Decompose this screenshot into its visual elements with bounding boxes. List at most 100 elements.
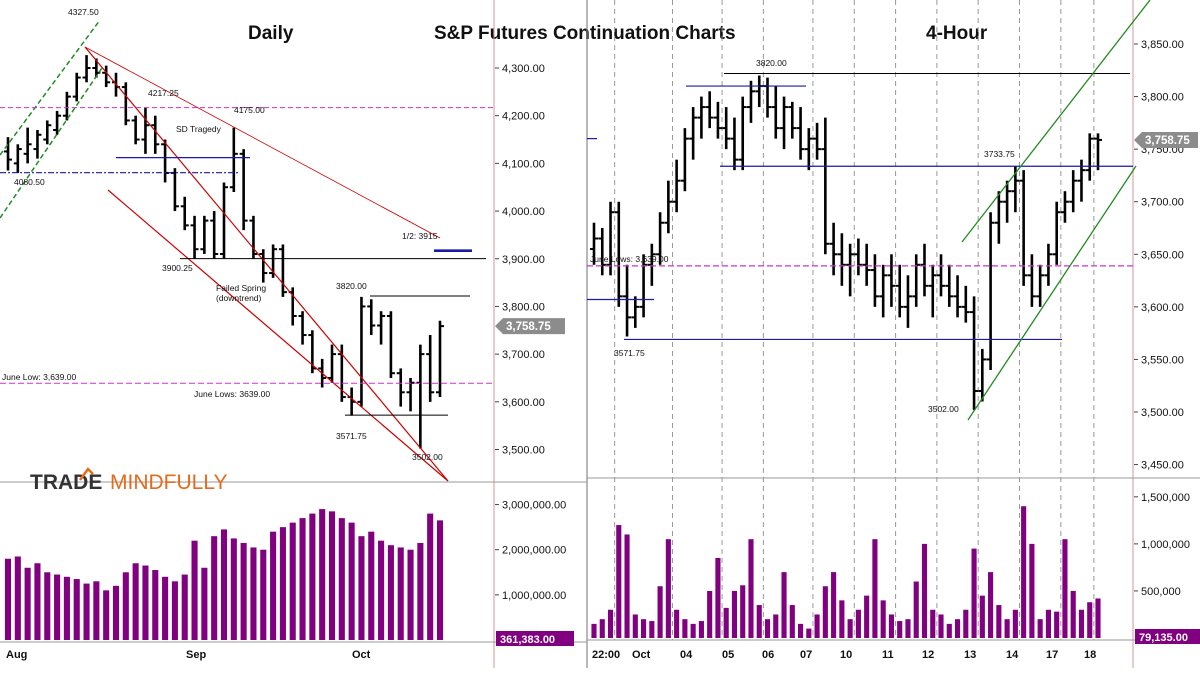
daily-ann-3820: 3820.00 — [336, 281, 367, 291]
h4-ohlc-bar — [829, 222, 838, 276]
h4-ohlc-bar — [887, 254, 896, 307]
daily-volume-bar — [24, 567, 31, 640]
daily-ann-june-lows: June Lows: 3639.00 — [194, 389, 270, 399]
daily-ohlc-bar — [102, 65, 111, 88]
daily-ohlc-bar — [92, 58, 101, 78]
h4-green-channel-upper — [961, 0, 1151, 243]
daily-volume-bar — [397, 547, 404, 640]
daily-ohlc-bar — [278, 244, 287, 297]
daily-volume-bar — [63, 576, 70, 640]
daily-ohlc-bar — [131, 115, 140, 145]
h4-y-tick-label: 3,700.00 — [1141, 197, 1184, 209]
h4-ohlc-bar — [664, 180, 673, 234]
daily-y-tick-label: 4,000.00 — [502, 206, 545, 218]
daily-ohlc-bar — [426, 335, 435, 402]
daily-ann-3502: 3502.00 — [412, 452, 443, 462]
h4-ohlc-bar — [846, 243, 855, 297]
daily-ohlc-bar — [23, 127, 32, 164]
daily-ohlc-bar — [288, 287, 297, 326]
daily-volume-last-label: 361,383.00 — [500, 634, 555, 646]
h4-volume-bar — [954, 619, 961, 638]
daily-ohlc-bar — [386, 311, 395, 378]
h4-x-date-label: 11 — [882, 649, 894, 661]
daily-ohlc-bar — [298, 311, 307, 345]
h4-x-date-label: 17 — [1046, 649, 1058, 661]
h4-ohlc-bar — [631, 296, 640, 328]
h4-ohlc-bar — [879, 264, 888, 318]
daily-volume-bar — [122, 572, 129, 640]
daily-y-tick-label: 3,500.00 — [502, 445, 545, 457]
daily-ohlc-bar — [62, 91, 71, 121]
h4-volume-bar — [905, 619, 911, 638]
h4-ohlc-bar — [656, 212, 665, 265]
h4-ohlc-bar — [945, 264, 954, 307]
h4-volume-bar — [938, 614, 944, 638]
daily-green-channel-lower — [0, 67, 103, 219]
h4-ohlc-bar — [746, 80, 755, 123]
daily-ohlc-bar — [436, 320, 444, 398]
daily-ohlc-bar — [151, 115, 160, 154]
daily-volume-bar — [358, 536, 365, 640]
h4-volume-bar — [1012, 609, 1018, 638]
h4-ohlc-bar — [755, 75, 764, 108]
h4-volume-bar — [715, 558, 721, 638]
h4-volume-bar — [1054, 611, 1060, 638]
h4-volume-bar — [690, 623, 696, 638]
h4-volume-bar — [599, 619, 605, 638]
h4-ohlc-bar — [647, 243, 656, 286]
h4-ann-3571: 3571.75 — [614, 348, 645, 358]
h4-ohlc-bar — [986, 212, 995, 370]
daily-ohlc-bar — [121, 82, 130, 126]
h4-x-date-label: 07 — [800, 649, 812, 661]
h4-volume-bar — [731, 590, 738, 638]
h4-ohlc-bar — [862, 243, 871, 286]
h4-ohlc-bar — [1027, 254, 1036, 307]
h4-vol-tick-label: 500,000 — [1141, 586, 1181, 598]
h4-ohlc-bar — [970, 296, 979, 410]
daily-ohlc-bar — [396, 368, 405, 407]
h4-ann-3502: 3502.00 — [928, 404, 959, 414]
h4-y-tick-label: 3,450.00 — [1141, 460, 1184, 472]
h4-volume-bar — [797, 623, 804, 638]
daily-volume-bar — [230, 538, 237, 640]
daily-ohlc-bar — [328, 344, 336, 383]
daily-ohlc-bar — [259, 249, 268, 283]
h4-ohlc-bar — [928, 264, 937, 318]
daily-volume-bar — [162, 576, 169, 640]
h4-y-tick-label: 3,650.00 — [1141, 249, 1184, 261]
daily-volume-bar — [387, 545, 394, 640]
daily-y-tick-label: 3,600.00 — [502, 397, 545, 409]
daily-ohlc-bar — [180, 196, 189, 231]
h4-volume-bar — [748, 539, 754, 638]
daily-last-price-label: 3,758.75 — [506, 321, 551, 333]
h4-volume-last-label: 79,135.00 — [1139, 632, 1188, 644]
h4-ohlc-bar — [961, 285, 970, 323]
daily-ann-4217: 4217.25 — [148, 88, 179, 98]
h4-volume-bar — [1037, 619, 1043, 638]
h4-x-date-label: 10 — [840, 649, 852, 661]
daily-ohlc-bar — [416, 344, 425, 449]
daily-volume-bar — [270, 531, 277, 640]
daily-volume-bar — [44, 572, 51, 640]
h4-volume-bar — [806, 628, 812, 638]
daily-y-tick-label: 4,100.00 — [502, 158, 545, 170]
h4-ohlc-bar — [672, 159, 681, 213]
h4-ohlc-bar — [623, 264, 632, 337]
h4-ann-3820: 3820.00 — [756, 58, 787, 68]
daily-volume-bar — [14, 556, 21, 640]
h4-volume-bar — [847, 619, 853, 638]
h4-x-date-label: 13 — [964, 649, 976, 661]
daily-ohlc-bar — [13, 144, 22, 173]
daily-ohlc-bar — [269, 244, 278, 278]
daily-ohlc-bar — [377, 311, 386, 345]
h4-ohlc-bar — [614, 201, 623, 307]
h4-volume-bar — [682, 619, 688, 638]
h4-ohlc-bar — [763, 77, 772, 118]
daily-x-date-label: Aug — [6, 649, 27, 661]
h4-ohlc-bar — [639, 254, 648, 318]
h4-ohlc-bar — [821, 117, 830, 255]
h4-volume-bar — [698, 621, 704, 638]
daily-ohlc-bar — [249, 215, 258, 259]
daily-red-channel-lower — [107, 189, 449, 482]
h4-ohlc-bar — [796, 107, 805, 160]
